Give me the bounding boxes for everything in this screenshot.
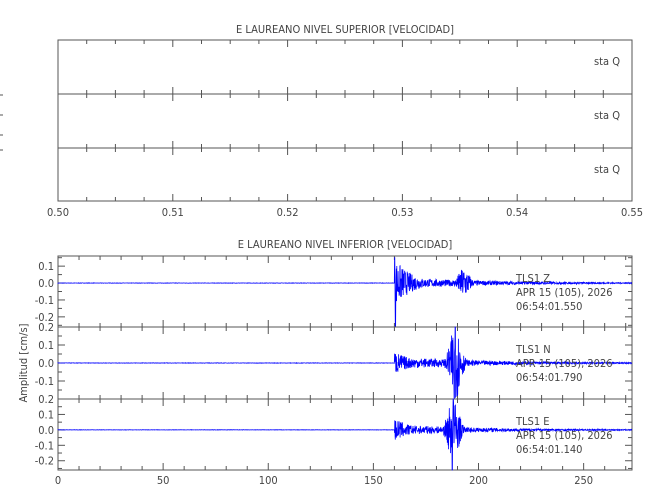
trace-panel — [57, 147, 633, 202]
trace-station-label: TLS1 Z — [515, 272, 550, 285]
y-tick-label: 0.0 — [38, 277, 54, 290]
trace-panel — [57, 39, 633, 95]
x-tick-label: 100 — [259, 474, 278, 487]
top-chart-title: E LAUREANO NIVEL SUPERIOR [VELOCIDAD] — [236, 23, 454, 36]
trace-date: APR 15 (105), 2026 — [516, 429, 613, 442]
waveform-N — [57, 326, 633, 400]
x-tick-label: 0.51 — [162, 206, 184, 219]
y-tick-label: 0.1 — [38, 408, 54, 421]
x-tick-label: 250 — [574, 474, 593, 487]
x-tick-label: 0.52 — [277, 206, 299, 219]
trace-time: 06:54:01.140 — [516, 443, 582, 456]
x-tick-label: 50 — [157, 474, 170, 487]
waveform-E — [57, 398, 633, 471]
trace-panel — [57, 398, 633, 471]
y-tick-label: 0.1 — [38, 339, 54, 352]
y-tick-label: 0.0 — [38, 357, 54, 370]
trace-label: sta Q — [594, 55, 620, 68]
y-tick-label: 0.0 — [38, 424, 54, 437]
trace-time: 06:54:01.790 — [516, 371, 582, 384]
x-tick-label: 150 — [364, 474, 383, 487]
x-tick-label: 0 — [55, 474, 61, 487]
y-tick-label: 0.1 — [38, 260, 54, 273]
trace-label: sta Q — [594, 163, 620, 176]
trace-station-label: TLS1 N — [515, 343, 551, 356]
trace-station-label: TLS1 E — [515, 415, 550, 428]
x-tick-label: 0.54 — [506, 206, 528, 219]
y-tick-label: -0.2 — [35, 455, 54, 468]
y-axis-label: Amplitud [cm/s] — [17, 323, 30, 402]
y-tick-label: -0.1 — [35, 294, 54, 307]
x-tick-label: 200 — [469, 474, 488, 487]
x-tick-label: 0.53 — [391, 206, 413, 219]
y-tick-label: -0.2 — [35, 311, 54, 324]
y-tick-label: 0.2 — [38, 321, 54, 334]
trace-time: 06:54:01.550 — [516, 300, 582, 313]
waveform-Z — [57, 257, 633, 328]
x-tick-label: 0.50 — [47, 206, 69, 219]
trace-label: sta Q — [594, 109, 620, 122]
trace-date: APR 15 (105), 2026 — [516, 286, 613, 299]
y-tick-label: -0.1 — [35, 375, 54, 388]
bottom-chart-title: E LAUREANO NIVEL INFERIOR [VELOCIDAD] — [238, 238, 453, 251]
trace-date: APR 15 (105), 2026 — [516, 357, 613, 370]
y-tick-label: 0.2 — [38, 393, 54, 406]
y-tick-label: -0.1 — [35, 439, 54, 452]
x-tick-label: 0.55 — [621, 206, 643, 219]
trace-panel — [57, 93, 633, 149]
